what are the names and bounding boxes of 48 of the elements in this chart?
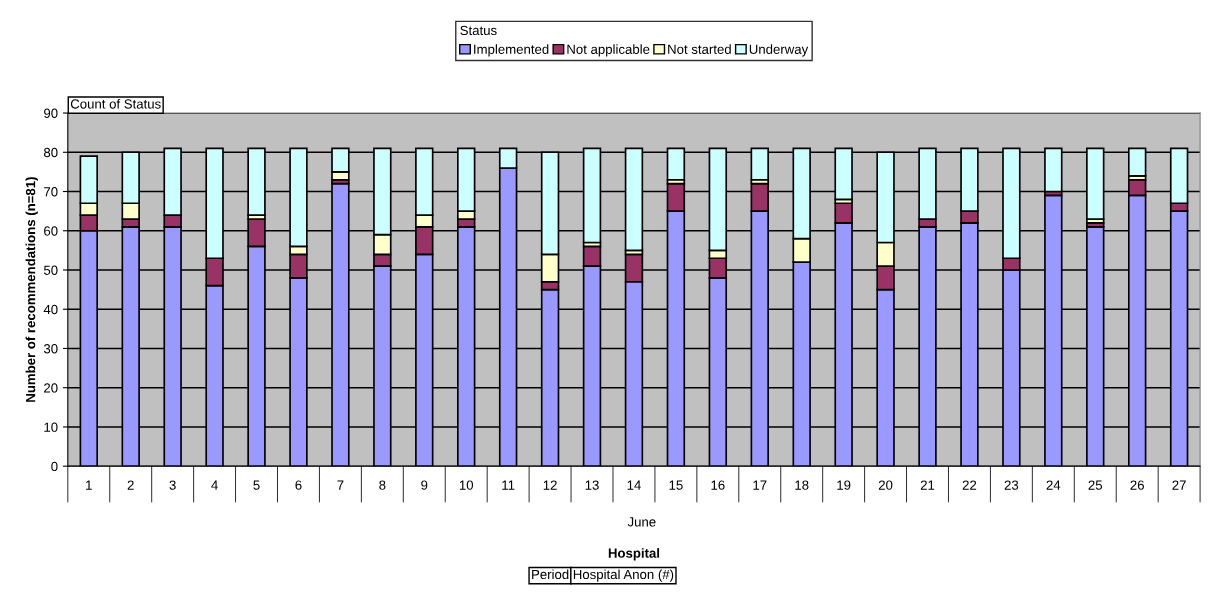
y-tick-label: 90: [44, 108, 58, 118]
legend-title: Status: [460, 25, 497, 36]
y-axis-title: Number of recommendations (n=81): [25, 177, 38, 402]
x-tick-label: 2: [127, 480, 134, 490]
y-tick-label: 70: [44, 187, 58, 197]
text: June: [627, 517, 656, 527]
x-tick-label: 11: [502, 480, 515, 490]
x-tick-label: 12: [543, 480, 557, 490]
x-tick-label: 25: [1088, 480, 1103, 490]
y-tick-label: 30: [43, 344, 58, 354]
y-tick-label: 40: [43, 304, 58, 315]
x-tick-label: 22: [962, 480, 977, 490]
x-tick-label: 6: [295, 480, 302, 490]
x-tick-label: 16: [711, 480, 725, 490]
legend-label: Not started: [668, 44, 731, 54]
legend-label: Implemented: [474, 44, 549, 57]
x-tick-label: 24: [1046, 480, 1061, 490]
text: Count of Status: [70, 98, 161, 109]
x-tick-label: 17: [753, 480, 767, 490]
y-tick-label: 10: [44, 422, 58, 432]
x-tick-label: 23: [1004, 480, 1019, 490]
x-tick-label: 15: [669, 480, 683, 490]
y-tick-label: 60: [44, 226, 58, 236]
x-tick-label: 19: [837, 480, 851, 490]
x-tick-label: 20: [878, 480, 893, 490]
y-tick-label: 80: [43, 147, 58, 158]
x-tick-label: 14: [627, 480, 641, 490]
text: Hospital Anon (#): [573, 569, 674, 582]
y-tick-label: 0: [51, 461, 58, 472]
x-axis-title: Hospital: [608, 548, 660, 561]
x-tick-label: 21: [920, 480, 935, 490]
x-tick-label: 10: [459, 480, 474, 490]
x-tick-label: 5: [253, 480, 260, 490]
x-tick-label: 1: [86, 480, 92, 490]
legend-label: Underway: [749, 44, 809, 57]
x-tick-label: 7: [337, 480, 344, 490]
x-tick-label: 3: [169, 480, 176, 490]
y-tick-label: 20: [44, 383, 58, 393]
text: Period: [532, 569, 569, 580]
x-tick-label: 27: [1172, 480, 1186, 490]
y-tick-label: 50: [43, 265, 58, 275]
x-tick-label: 8: [379, 480, 386, 490]
x-tick-label: 4: [211, 480, 218, 490]
x-tick-label: 18: [795, 480, 809, 490]
legend-label: Not applicable: [567, 44, 650, 57]
x-tick-label: 26: [1130, 480, 1144, 490]
x-tick-label: 13: [585, 480, 599, 490]
x-tick-label: 9: [421, 480, 428, 490]
